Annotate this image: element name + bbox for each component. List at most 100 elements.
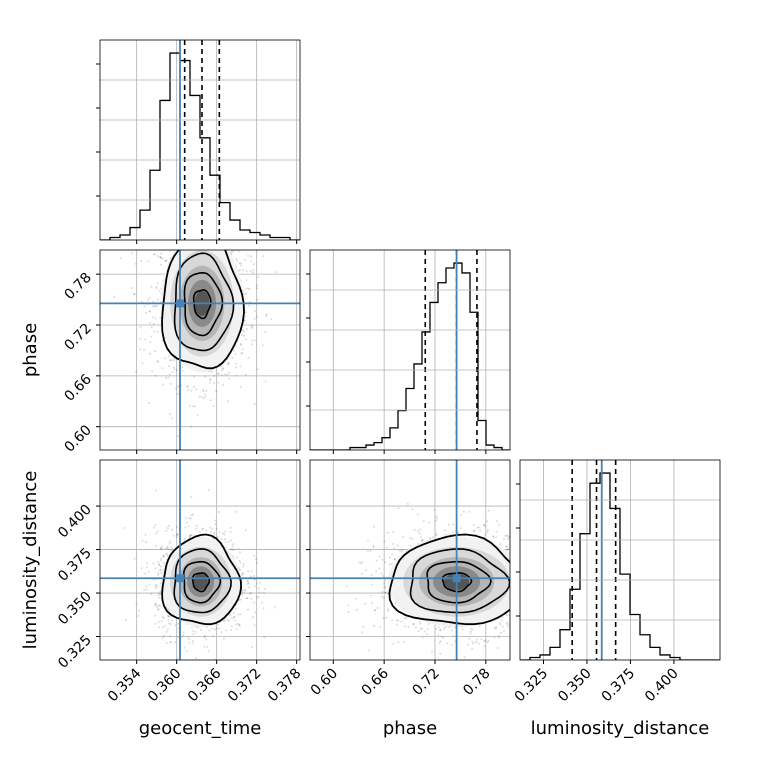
- scatter-point: [154, 524, 157, 527]
- scatter-point: [452, 634, 455, 637]
- scatter-point: [254, 339, 257, 342]
- scatter-point: [241, 572, 244, 575]
- scatter-point: [376, 607, 379, 610]
- scatter-point: [156, 530, 159, 533]
- scatter-point: [253, 554, 256, 557]
- panel-frame: [99, 459, 301, 661]
- scatter-point: [207, 488, 210, 491]
- scatter-point: [186, 521, 189, 524]
- scatter-point: [165, 377, 168, 380]
- scatter-point: [179, 245, 181, 247]
- scatter-point: [417, 630, 420, 633]
- scatter-point: [384, 586, 387, 589]
- scatter-point: [155, 287, 158, 290]
- scatter-point: [157, 561, 160, 564]
- scatter-point: [517, 577, 519, 579]
- scatter-point: [462, 510, 465, 513]
- scatter-point: [236, 247, 238, 249]
- scatter-point: [203, 242, 205, 244]
- scatter-point: [157, 298, 160, 301]
- scatter-point: [148, 583, 151, 586]
- scatter-point: [224, 373, 227, 376]
- scatter-point: [229, 530, 232, 533]
- scatter-point: [405, 616, 408, 619]
- scatter-point: [508, 614, 510, 617]
- scatter-point: [236, 244, 238, 246]
- scatter-point: [186, 227, 188, 229]
- contour-line: [161, 533, 243, 626]
- scatter-point: [165, 641, 168, 644]
- scatter-point: [384, 561, 387, 564]
- scatter-point: [166, 205, 168, 207]
- scatter-point: [264, 330, 267, 333]
- truth-marker: [176, 299, 184, 308]
- scatter-point: [148, 402, 151, 405]
- scatter-point: [230, 547, 233, 550]
- scatter-point: [251, 616, 254, 619]
- scatter-point: [371, 602, 374, 605]
- scatter-point: [518, 636, 520, 638]
- scatter-point: [221, 532, 224, 535]
- scatter-point: [239, 343, 242, 346]
- scatter-point: [213, 381, 216, 384]
- scatter-point: [498, 621, 501, 624]
- scatter-point: [242, 268, 245, 271]
- panel-content: [100, 205, 300, 450]
- scatter-point: [191, 248, 193, 250]
- scatter-point: [161, 626, 164, 629]
- scatter-point: [150, 593, 153, 596]
- contour-line: [191, 572, 210, 593]
- scatter-point: [228, 377, 231, 380]
- scatter-point: [230, 539, 233, 542]
- scatter-point: [426, 627, 429, 630]
- scatter-point: [384, 579, 387, 582]
- scatter-point: [486, 520, 489, 523]
- scatter-point: [210, 370, 213, 373]
- scatter-point: [245, 311, 248, 314]
- scatter-point: [162, 227, 164, 229]
- scatter-point: [171, 528, 174, 531]
- scatter-point: [217, 372, 220, 375]
- scatter-point: [169, 359, 172, 362]
- scatter-point: [244, 245, 246, 247]
- y-tick-label: 0.66: [61, 371, 94, 404]
- scatter-point: [397, 641, 400, 644]
- scatter-point: [447, 523, 450, 526]
- scatter-point: [538, 622, 540, 624]
- scatter-point: [513, 548, 515, 550]
- scatter-point: [512, 575, 514, 577]
- scatter-point: [510, 599, 512, 601]
- scatter-point: [537, 587, 539, 589]
- scatter-point: [249, 270, 252, 273]
- scatter-point: [549, 618, 551, 620]
- scatter-point: [247, 356, 250, 359]
- scatter-point: [168, 635, 171, 638]
- scatter-point: [209, 526, 212, 529]
- scatter-point: [235, 244, 237, 246]
- scatter-point: [204, 634, 207, 637]
- scatter-point: [382, 617, 385, 620]
- scatter-point: [470, 627, 473, 630]
- scatter-point: [206, 241, 208, 243]
- scatter-point: [498, 523, 501, 526]
- scatter-point: [199, 241, 201, 243]
- scatter-point: [164, 233, 166, 235]
- scatter-point: [165, 553, 168, 556]
- scatter-point: [205, 529, 208, 532]
- scatter-point: [236, 244, 238, 246]
- scatter-point: [391, 618, 394, 621]
- scatter-point: [262, 591, 265, 594]
- scatter-point: [235, 362, 238, 365]
- scatter-point: [239, 568, 242, 571]
- scatter-point: [535, 562, 537, 564]
- scatter-point: [197, 235, 199, 237]
- scatter-point: [392, 530, 395, 533]
- scatter-point: [186, 386, 189, 389]
- scatter-point: [392, 642, 395, 645]
- scatter-point: [205, 234, 207, 236]
- scatter-point: [242, 289, 245, 292]
- scatter-point: [158, 564, 161, 567]
- x-axis-label: geocent_time: [139, 718, 262, 739]
- scatter-point: [380, 595, 383, 598]
- scatter-point: [416, 530, 419, 533]
